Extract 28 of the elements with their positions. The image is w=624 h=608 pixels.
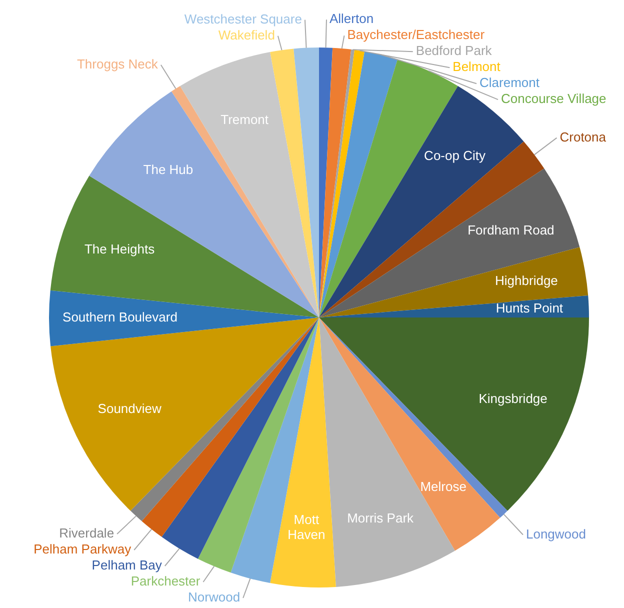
slice-label: Longwood bbox=[526, 526, 586, 542]
slice-label: Soundview bbox=[98, 401, 162, 416]
slice-label: Claremont bbox=[480, 75, 540, 90]
slice-label: Morris Park bbox=[347, 510, 414, 526]
slice-label: Wakefield bbox=[218, 27, 275, 42]
slice-label: Pelham Parkway bbox=[34, 542, 132, 557]
slice-label: Riverdale bbox=[59, 526, 114, 541]
slice-label: Pelham Bay bbox=[92, 558, 162, 573]
slice-label: Norwood bbox=[188, 590, 240, 605]
slice-label: Melrose bbox=[420, 479, 466, 494]
slice-label: Parkchester bbox=[130, 574, 201, 589]
slice-label: Throggs Neck bbox=[76, 56, 158, 72]
slice-label: Kingsbridge bbox=[478, 390, 548, 406]
slice-label: Belmont bbox=[452, 59, 501, 74]
slice-label: Co-op City bbox=[424, 148, 486, 164]
slice-label: The Heights bbox=[84, 241, 156, 256]
slice-label: Baychester/Eastchester bbox=[347, 27, 486, 42]
slice-label: Bedford Park bbox=[416, 43, 492, 58]
slice-label: Westchester Square bbox=[184, 11, 302, 26]
slice-label: Allerton bbox=[329, 11, 374, 26]
slice-label: Fordham Road bbox=[468, 222, 554, 238]
slice-label: Southern Boulevard bbox=[62, 310, 178, 325]
slice-label: Mott Haven bbox=[288, 512, 326, 542]
slice-label: The Hub bbox=[143, 162, 194, 178]
slice-label: Highbridge bbox=[495, 272, 558, 288]
slice-label: Crotona bbox=[560, 129, 607, 144]
slice-label: Concourse Village bbox=[501, 91, 606, 106]
slice-label: Hunts Point bbox=[496, 300, 564, 316]
